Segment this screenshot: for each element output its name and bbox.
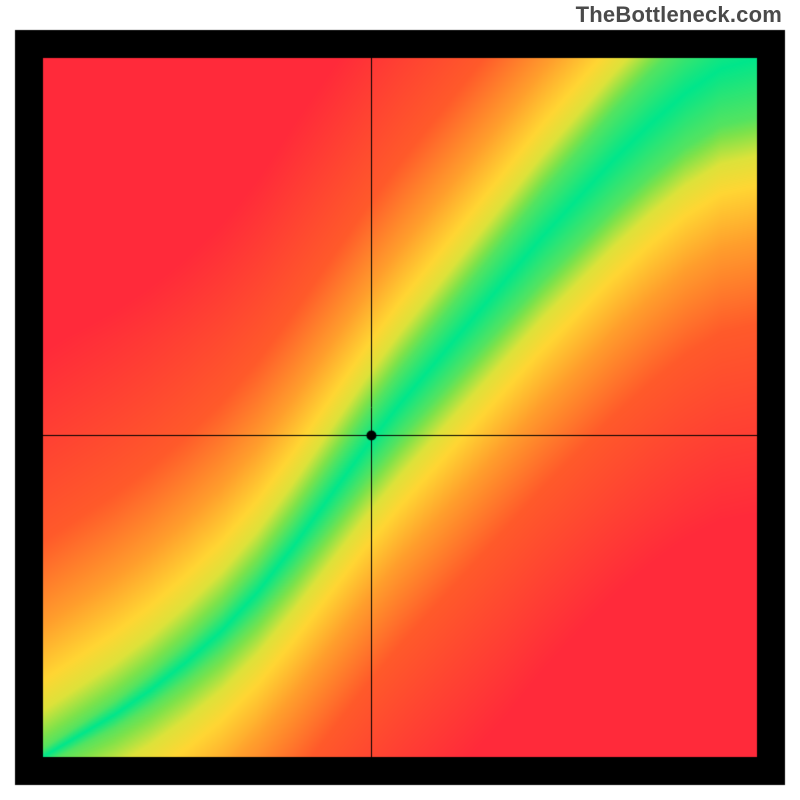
heatmap-canvas xyxy=(0,0,800,800)
chart-container: TheBottleneck.com xyxy=(0,0,800,800)
